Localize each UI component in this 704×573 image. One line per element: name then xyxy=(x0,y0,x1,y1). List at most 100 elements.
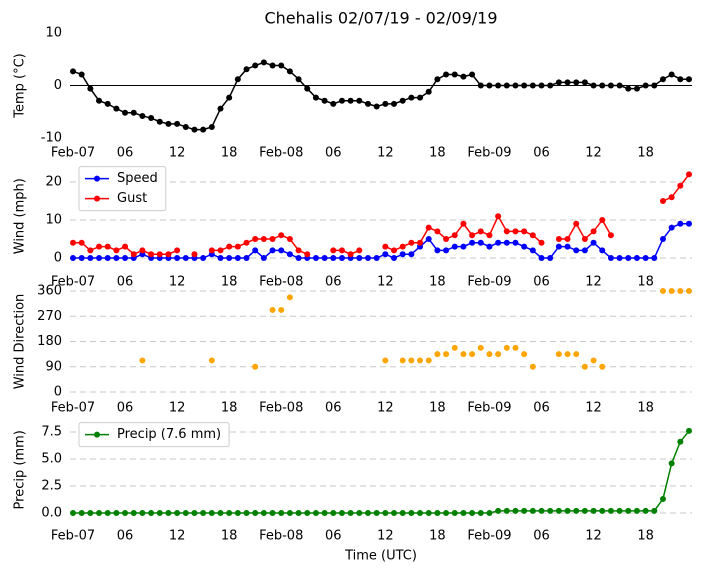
data-point xyxy=(356,510,363,516)
x-tick-label: 18 xyxy=(637,146,654,161)
x-tick-label: 06 xyxy=(325,401,342,416)
data-point xyxy=(573,507,580,514)
data-point xyxy=(555,236,562,242)
data-point xyxy=(226,255,233,261)
data-point xyxy=(659,198,666,204)
data-point xyxy=(677,438,684,445)
data-point xyxy=(338,97,345,104)
x-tick-label: 06 xyxy=(325,146,342,161)
data-point xyxy=(174,120,181,127)
data-point xyxy=(486,232,493,239)
data-point xyxy=(260,255,267,261)
data-point xyxy=(304,85,311,92)
data-point xyxy=(573,79,580,86)
data-point xyxy=(581,363,588,370)
legend-marker xyxy=(94,431,100,438)
data-point xyxy=(191,126,198,133)
data-point xyxy=(599,247,606,254)
data-point xyxy=(243,255,250,261)
x-tick-label: 12 xyxy=(377,401,394,416)
data-point xyxy=(252,247,259,254)
data-point xyxy=(234,243,241,250)
data-point xyxy=(269,247,276,254)
x-tick-label: Feb-09 xyxy=(467,275,511,290)
data-point xyxy=(122,255,129,261)
data-point xyxy=(78,510,85,516)
data-point xyxy=(78,255,85,261)
data-point xyxy=(139,112,146,119)
data-point xyxy=(278,510,285,516)
data-point xyxy=(503,82,510,89)
data-point xyxy=(269,62,276,69)
legend-marker xyxy=(94,175,100,182)
data-point xyxy=(304,510,311,516)
y-axis-label: Precip (mm) xyxy=(13,430,28,509)
data-point xyxy=(217,255,224,261)
data-point xyxy=(391,100,398,107)
x-tick-label: Feb-08 xyxy=(259,401,303,416)
data-point xyxy=(642,82,649,89)
data-point xyxy=(260,59,267,66)
data-point xyxy=(148,251,155,258)
data-point xyxy=(677,288,684,294)
data-point xyxy=(182,510,189,516)
data-point xyxy=(538,507,545,514)
data-point xyxy=(217,510,224,516)
data-point xyxy=(521,507,528,514)
x-tick-label: Feb-08 xyxy=(259,146,303,161)
data-point xyxy=(477,239,484,246)
data-point xyxy=(122,109,129,116)
data-point xyxy=(330,255,337,261)
data-point xyxy=(139,510,146,516)
data-point xyxy=(364,510,371,516)
data-point xyxy=(486,510,493,516)
data-point xyxy=(87,255,94,261)
data-point xyxy=(399,357,406,364)
x-tick-label: Feb-07 xyxy=(51,529,95,544)
data-point xyxy=(399,243,406,250)
x-axis-label: Time (UTC) xyxy=(344,549,417,564)
data-point xyxy=(555,79,562,86)
legend: Precip (7.6 mm) xyxy=(78,422,230,448)
legend-marker xyxy=(94,195,100,202)
data-point xyxy=(217,105,224,112)
data-point xyxy=(130,251,137,258)
x-tick-label: 18 xyxy=(637,401,654,416)
data-point xyxy=(503,228,510,235)
data-point xyxy=(573,247,580,254)
data-point xyxy=(399,97,406,104)
x-tick-label: 06 xyxy=(117,401,134,416)
data-point xyxy=(78,239,85,246)
data-point xyxy=(425,510,432,516)
data-point xyxy=(96,243,103,250)
data-point xyxy=(174,255,181,261)
data-point xyxy=(512,82,519,89)
data-point xyxy=(443,510,450,516)
data-point xyxy=(286,68,293,75)
data-point xyxy=(477,344,484,351)
data-point xyxy=(356,247,363,254)
data-point xyxy=(599,363,606,370)
data-point xyxy=(512,507,519,514)
series-line xyxy=(73,223,689,259)
x-tick-label: 18 xyxy=(221,146,238,161)
x-tick-label: 18 xyxy=(221,529,238,544)
data-point xyxy=(425,224,432,231)
x-tick-label: 18 xyxy=(221,275,238,290)
x-tick-label: 12 xyxy=(585,401,602,416)
data-point xyxy=(373,255,380,261)
data-point xyxy=(321,97,328,104)
x-tick-label: Feb-07 xyxy=(51,275,95,290)
data-point xyxy=(616,82,623,89)
data-point xyxy=(434,247,441,254)
data-point xyxy=(78,71,85,78)
data-point xyxy=(399,251,406,258)
data-point xyxy=(269,236,276,242)
data-point xyxy=(451,71,458,78)
data-point xyxy=(529,247,536,254)
data-point xyxy=(286,294,293,301)
data-point xyxy=(607,82,614,89)
data-point xyxy=(460,351,467,358)
data-point xyxy=(529,82,536,89)
data-point xyxy=(581,79,588,86)
